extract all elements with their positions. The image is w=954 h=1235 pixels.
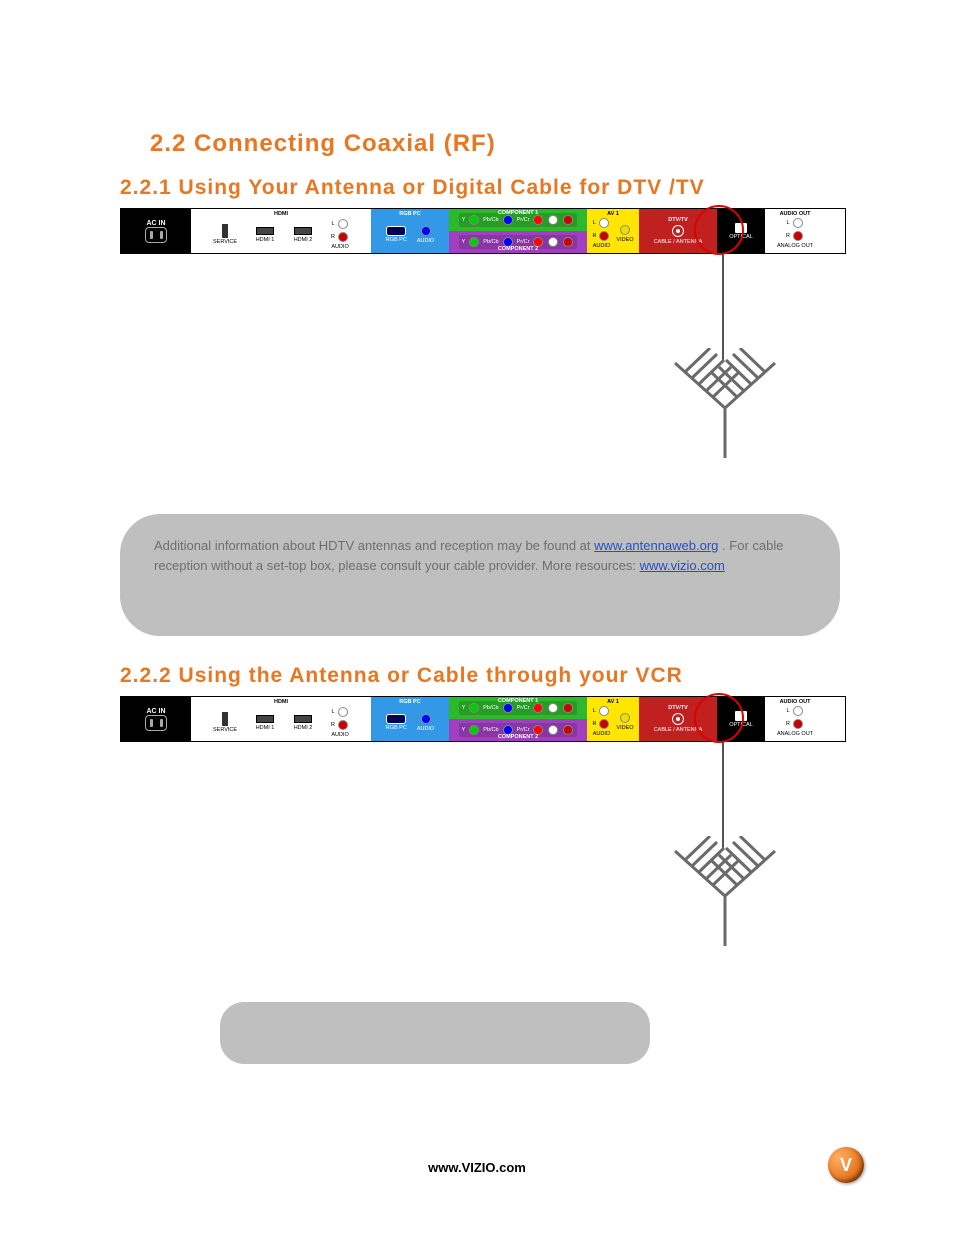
label-rgb-audio: AUDIO [417, 238, 434, 244]
note-box-small [220, 1002, 650, 1064]
seg-audio-out: AUDIO OUT L R ANALOG OUT [765, 209, 825, 253]
connector-panel-2-wrap: AC IN HDMI SERVICE HDMI 1 HDMI 2 L R AUD… [120, 696, 834, 742]
label-cable-antenna: CABLE / ANTENNA [654, 239, 703, 245]
hdmi-audio: L R AUDIO [331, 218, 349, 250]
seg-ac-in: AC IN [121, 697, 191, 741]
antenna-icon [660, 348, 790, 458]
cable-line [722, 254, 724, 362]
info-link-2[interactable]: www.vizio.com [640, 558, 725, 573]
label-hdmi2: HDMI 2 [294, 237, 313, 243]
highlight-circle-icon [694, 693, 744, 743]
ac-socket-icon [145, 715, 167, 731]
highlight-circle-icon [694, 205, 744, 255]
label-rgbpc: RGB PC [386, 237, 407, 243]
label-ac-in: AC IN [146, 220, 165, 227]
seg-rgb-pc: RGB PC RGB PC AUDIO [371, 209, 449, 253]
label-comp1: COMPONENT 1 [498, 210, 538, 216]
vizio-logo-icon: V [828, 1147, 864, 1183]
seg-av1: AV 1 LRAUDIO VIDEO [587, 209, 639, 253]
label-dtvtv: DTV/TV [668, 217, 688, 223]
label-comp2: COMPONENT 2 [498, 246, 538, 252]
label-analog-out: ANALOG OUT [777, 243, 813, 249]
label-av1: AV 1 [607, 211, 619, 217]
info-text-1: Additional information about HDTV antenn… [154, 538, 594, 553]
hdmi2-port: HDMI 2 [293, 226, 313, 243]
info-link-1[interactable]: www.antennaweb.org [594, 538, 718, 553]
seg-av1: AV 1 LRAUDIO VIDEO [587, 697, 639, 741]
label-audio-out: AUDIO OUT [780, 211, 811, 217]
section-heading-2-2: 2.2 Connecting Coaxial (RF) [150, 130, 834, 158]
seg-audio-out: AUDIO OUT L R ANALOG OUT [765, 697, 825, 741]
cable-line [722, 742, 724, 850]
footer-url: www.VIZIO.com [0, 1160, 954, 1175]
hdmi1-port: HDMI 1 [255, 226, 275, 243]
seg-hdmi: HDMI SERVICE HDMI 1 HDMI 2 L R AUDIO [191, 209, 371, 253]
label-service: SERVICE [213, 239, 237, 245]
connector-panel-1-wrap: AC IN HDMI SERVICE HDMI 1 HDMI 2 [120, 208, 834, 254]
seg-component: Y Pb/Cb Pr/Cr COMPONENT 1 Y Pb/Cb Pr/Cr … [449, 697, 587, 741]
label-hdmi: HDMI [274, 211, 288, 217]
ac-socket-icon [145, 227, 167, 243]
antenna-icon [660, 836, 790, 946]
section-heading-2-2-1: 2.2.1 Using Your Antenna or Digital Cabl… [120, 176, 834, 200]
label-audio: AUDIO [331, 244, 348, 250]
section-heading-2-2-2: 2.2.2 Using the Antenna or Cable through… [120, 664, 834, 688]
seg-rgb-pc: RGB PC RGB PC AUDIO [371, 697, 449, 741]
service-port: SERVICE [213, 224, 237, 245]
info-note-box: Additional information about HDTV antenn… [120, 514, 840, 636]
seg-hdmi: HDMI SERVICE HDMI 1 HDMI 2 L R AUDIO [191, 697, 371, 741]
label-rgbpc-top: RGB PC [399, 211, 420, 217]
seg-component: Y Pb/Cb Pr/Cr COMPONENT 1 Y Pb/Cb Pr/Cr … [449, 209, 587, 253]
label-hdmi1: HDMI 1 [256, 237, 275, 243]
seg-ac-in: AC IN [121, 209, 191, 253]
label-video: VIDEO [616, 237, 633, 243]
